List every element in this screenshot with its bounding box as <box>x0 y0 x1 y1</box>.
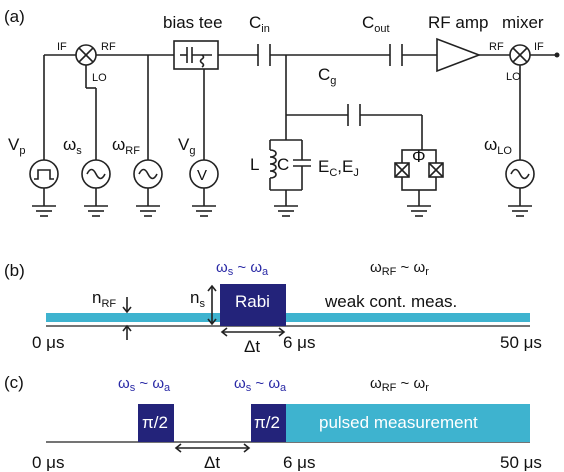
vp-pulse-source <box>29 159 59 189</box>
right-mixer-if-label: IF <box>534 41 544 53</box>
ws-label: ωs <box>63 135 82 157</box>
right-mixer-symbol <box>509 44 531 66</box>
panel-b-weak-measurement-left <box>46 313 220 322</box>
n-rf-label: nRF <box>92 288 116 310</box>
c-g-capacitor <box>347 104 361 126</box>
panel-c-pi2-label-2: π/2 <box>254 413 280 432</box>
panel-b-rabi-label: Rabi <box>235 292 270 311</box>
bias-tee-label: bias tee <box>163 13 223 32</box>
panel-c-t6: 6 μs <box>283 453 315 472</box>
panel-b-rabi-pulse <box>220 284 286 326</box>
bias-tee-symbol <box>173 40 219 70</box>
panel-c-header-1: ωs ~ ωa <box>118 375 171 394</box>
wlo-label: ωLO <box>484 135 512 157</box>
panel-c-dt-label: Δt <box>204 453 220 472</box>
mixer-label: mixer <box>502 13 544 32</box>
wrf-label: ωRF <box>112 135 140 157</box>
panel-b-dt-arrow <box>220 327 286 337</box>
ws-sine-source <box>81 159 111 189</box>
panel-c-dt-arrow <box>174 443 251 453</box>
capacitor-label: C <box>277 155 289 174</box>
flux-symbol: Φ <box>412 147 426 166</box>
panel-c-header-2: ωs ~ ωa <box>234 375 287 394</box>
vg-voltage-source: V <box>189 159 219 189</box>
ground-symbols <box>31 205 533 217</box>
right-mixer-lo-label: LO <box>506 71 521 83</box>
rf-amp-label: RF amp <box>428 13 488 32</box>
wrf-sine-source <box>133 159 163 189</box>
source-wires <box>43 55 521 206</box>
panel-a-label: (a) <box>4 7 25 26</box>
c-g-label: Cg <box>318 65 336 87</box>
n-s-label: ns <box>190 288 205 310</box>
panel-b-drive-header: ωs ~ ωa <box>216 259 269 278</box>
right-mixer-rf-label: RF <box>489 41 504 53</box>
vp-label: Vp <box>8 135 25 157</box>
rf-amp-symbol <box>436 37 482 73</box>
josephson-junction-left <box>394 162 410 178</box>
svg-text:V: V <box>197 167 207 184</box>
panel-b-t50: 50 μs <box>500 333 542 352</box>
panel-c-t0: 0 μs <box>32 453 64 472</box>
c-out-capacitor <box>389 44 403 66</box>
panel-c-label: (c) <box>4 373 24 392</box>
panel-b-label: (b) <box>4 261 25 280</box>
panel-c-pi2-label-1: π/2 <box>142 413 168 432</box>
c-in-label: Cin <box>249 13 270 35</box>
panel-c-t50: 50 μs <box>500 453 542 472</box>
left-mixer-rf-label: RF <box>101 41 116 53</box>
panel-c-pi2-pulse-2 <box>251 404 286 442</box>
lc-resonator <box>269 139 311 206</box>
wlo-sine-source <box>505 159 535 189</box>
n-rf-arrows <box>122 297 132 340</box>
panel-c-pulsed-measurement <box>286 404 530 442</box>
josephson-junction-right <box>428 162 444 178</box>
n-s-arrow <box>207 284 217 326</box>
panel-b-measurement-label: weak cont. meas. <box>324 292 457 311</box>
panel-b-measurement-header: ωRF ~ ωr <box>370 259 429 278</box>
c-in-capacitor <box>257 44 271 66</box>
vg-label: Vg <box>178 135 195 157</box>
left-mixer-symbol <box>75 44 97 66</box>
energies-label: EC,EJ <box>318 157 359 179</box>
panel-b-dt-label: Δt <box>244 337 260 356</box>
panel-b-weak-measurement-right <box>286 313 530 322</box>
left-mixer-lo-label: LO <box>92 72 107 84</box>
panel-c-measurement-label: pulsed measurement <box>319 413 478 432</box>
panel-c-header-3: ωRF ~ ωr <box>370 375 429 394</box>
panel-b-t0: 0 μs <box>32 333 64 352</box>
panel-b-t6: 6 μs <box>283 333 315 352</box>
panel-c-pi2-pulse-1 <box>138 404 174 442</box>
inductor-label: L <box>250 155 259 174</box>
left-mixer-if-label: IF <box>57 41 67 53</box>
output-terminal <box>554 52 560 58</box>
c-out-label: Cout <box>362 13 390 35</box>
